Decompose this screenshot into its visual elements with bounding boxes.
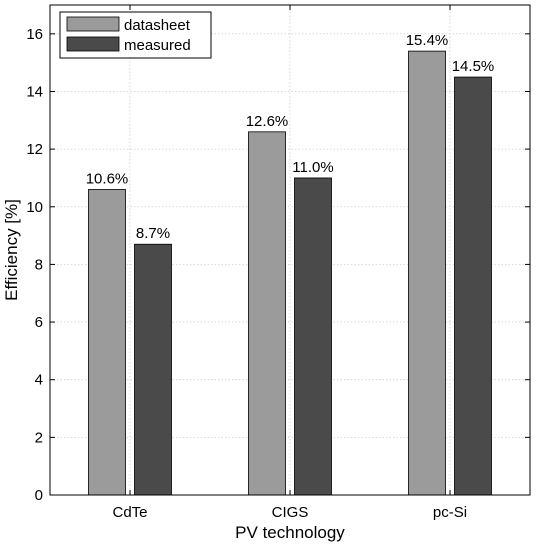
y-tick-label: 8 — [35, 256, 43, 273]
data-label-measured-CdTe: 8.7% — [136, 225, 170, 242]
legend: datasheet measured — [59, 11, 212, 59]
bar-datasheet-pc-Si — [408, 50, 446, 496]
data-label-datasheet-pc-Si: 15.4% — [406, 32, 449, 49]
legend-swatch-datasheet — [66, 16, 120, 32]
bar-datasheet-CdTe — [88, 189, 126, 496]
legend-label-datasheet: datasheet — [124, 17, 191, 34]
y-tick-label: 16 — [26, 26, 43, 43]
y-tick-label: 14 — [26, 83, 43, 100]
x-tick-label: pc-Si — [433, 504, 467, 521]
legend-label-measured: measured — [124, 37, 191, 54]
bars — [88, 50, 492, 496]
grid-lines — [50, 5, 530, 495]
data-label-datasheet-CdTe: 10.6% — [86, 170, 129, 187]
data-label-datasheet-CIGS: 12.6% — [246, 113, 289, 130]
bar-measured-CdTe — [134, 243, 172, 496]
y-axis-ticks: 0 2 4 6 8 10 12 14 16 — [26, 26, 530, 504]
y-tick-label: 0 — [35, 487, 43, 504]
data-label-measured-CIGS: 11.0% — [292, 159, 333, 176]
bar-measured-pc-Si — [454, 76, 492, 496]
bar-datasheet-CIGS — [248, 131, 286, 496]
x-axis-ticks: CdTe CIGS pc-Si — [112, 5, 467, 521]
bar-measured-CIGS — [294, 177, 332, 496]
y-tick-label: 6 — [35, 314, 43, 331]
data-label-measured-pc-Si: 14.5% — [452, 58, 495, 75]
data-labels: 10.6% 12.6% 15.4% 8.7% 11.0% 14.5% — [86, 32, 495, 242]
x-tick-label: CdTe — [112, 504, 147, 521]
y-tick-label: 10 — [26, 199, 43, 216]
y-tick-label: 2 — [35, 429, 43, 446]
x-tick-label: CIGS — [272, 504, 309, 521]
legend-swatch-measured — [66, 36, 120, 52]
y-tick-label: 12 — [26, 141, 43, 158]
x-axis-title: PV technology — [235, 523, 345, 542]
y-tick-label: 4 — [35, 372, 43, 389]
y-axis-title: Efficiency [%] — [2, 199, 21, 301]
